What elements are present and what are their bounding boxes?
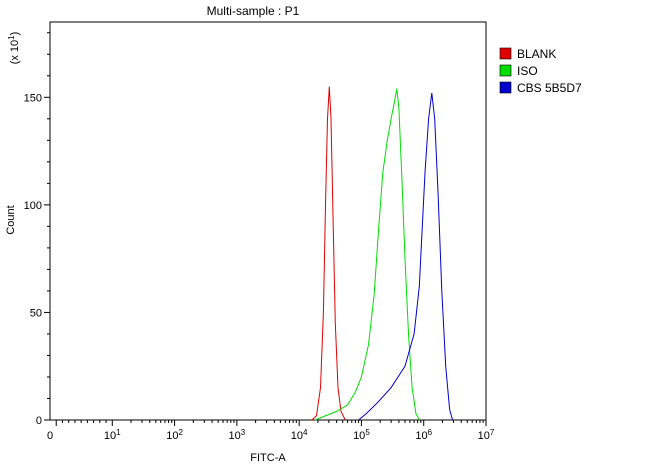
y-tick-label: 150: [24, 92, 42, 104]
series-iso: [314, 88, 420, 421]
x-tick-label: 0: [47, 430, 53, 442]
legend-label: BLANK: [517, 47, 556, 61]
legend-swatch: [499, 64, 512, 77]
x-tick-label: 107: [478, 428, 495, 443]
x-axis-ticks: 0 101 102 103 104 105 106 107: [47, 420, 495, 442]
x-tick-label: 102: [166, 428, 183, 443]
y-axis-ticks: 0 50 100 150: [24, 32, 50, 427]
legend-label: CBS 5B5D7: [517, 81, 582, 95]
y-multiplier-close: ): [9, 32, 21, 36]
y-multiplier-exponent: 1: [7, 35, 16, 40]
legend-swatch: [499, 47, 512, 60]
chart-title: Multi-sample : P1: [207, 4, 300, 18]
y-axis-title: Count: [5, 205, 17, 234]
y-tick-label: 100: [24, 200, 42, 212]
series-layer: [311, 86, 453, 421]
series-blank: [311, 86, 346, 421]
y-tick-label: 50: [30, 307, 42, 319]
legend-label: ISO: [517, 64, 538, 78]
plot-frame: [49, 21, 487, 421]
y-tick-label: 0: [36, 415, 42, 427]
x-tick-label: 105: [353, 428, 370, 443]
legend-swatch: [499, 81, 512, 94]
series-cbs-5b5d7: [358, 92, 453, 421]
legend: BLANK ISO CBS 5B5D7: [499, 47, 582, 95]
x-axis-title: FITC-A: [250, 452, 286, 464]
x-tick-label: 101: [104, 428, 121, 443]
y-multiplier-label: (x 101): [7, 32, 22, 65]
x-tick-label: 103: [229, 428, 246, 443]
x-tick-label: 104: [291, 428, 308, 443]
x-tick-label: 106: [415, 428, 432, 443]
